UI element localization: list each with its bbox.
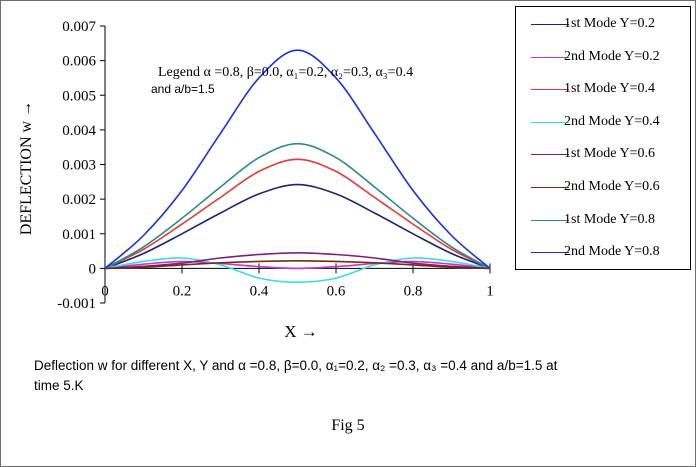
series-line-7 <box>104 142 491 270</box>
x-tick-label: 0.8 <box>404 283 423 299</box>
legend-swatch <box>531 187 569 188</box>
legend-swatch <box>531 219 569 221</box>
series-lines <box>104 49 491 284</box>
y-tick-label: 0.007 <box>62 19 96 35</box>
legend-swatch <box>531 121 569 123</box>
series-line-1 <box>104 183 491 270</box>
legend-label: 2nd Mode Y=0.2 <box>564 48 660 64</box>
series-line-8 <box>104 49 491 270</box>
legend-label: 1st Mode Y=0.4 <box>564 81 655 97</box>
legend-item: 1st Mode Y=0.6 <box>516 145 690 165</box>
figure-label: Fig 5 <box>331 417 365 434</box>
x-tick-label: 0 <box>101 283 109 299</box>
legend-item: 1st Mode Y=0.8 <box>516 211 690 231</box>
legend-item: 1st Mode Y=0.4 <box>516 80 690 100</box>
legend-label: 1st Mode Y=0.8 <box>564 211 655 227</box>
x-tick-label: 0.6 <box>327 283 346 299</box>
caption-line2: time 5.K <box>34 378 84 393</box>
figure-caption: Deflection w for different X, Y and α =0… <box>34 356 654 396</box>
legend-item: 1st Mode Y=0.2 <box>516 15 690 35</box>
caption-line1: Deflection w for different X, Y and α =0… <box>34 358 558 373</box>
legend-label: 2nd Mode Y=0.4 <box>564 113 660 129</box>
legend-item: 2nd Mode Y=0.2 <box>516 48 690 68</box>
tick-labels: -0.001 0 0.001 0.002 0.003 0.004 0.005 0.006 0.0… <box>57 19 494 312</box>
series-line-6 <box>104 259 491 270</box>
legend-item: 2nd Mode Y=0.4 <box>516 113 690 133</box>
chart-annotation-line2: and a/b=1.5 <box>151 82 215 96</box>
series-line-3 <box>104 158 491 270</box>
y-tick-label: 0 <box>89 261 97 277</box>
legend-swatch <box>531 24 569 25</box>
x-axis-label: X → <box>284 322 318 341</box>
legend-item: 2nd Mode Y=0.6 <box>516 178 690 198</box>
x-tick-label: 0.4 <box>250 283 269 299</box>
y-axis-label: DEFLECTION w → <box>18 101 35 235</box>
series-line-5 <box>104 251 491 270</box>
y-tick-label: -0.001 <box>57 296 96 312</box>
legend-swatch <box>531 252 569 254</box>
legend-label: 2nd Mode Y=0.8 <box>564 244 660 260</box>
legend-swatch <box>531 56 569 58</box>
legend-label: 1st Mode Y=0.6 <box>564 146 655 162</box>
legend-swatch <box>531 154 569 156</box>
x-tick-label: 1 <box>486 283 494 299</box>
x-tick-label: 0.2 <box>173 283 192 299</box>
y-tick-label: 0.005 <box>62 88 96 104</box>
legend-item: 2nd Mode Y=0.8 <box>516 243 690 263</box>
legend: 1st Mode Y=0.2 2nd Mode Y=0.2 1st Mode Y=0… <box>515 6 691 270</box>
chart-annotation-line1: Legend α =0.8, β=0.0, α₁=0.2, α₂=0.3, α₃… <box>158 65 413 80</box>
y-tick-label: 0.002 <box>62 192 96 208</box>
series-line-2 <box>104 260 491 270</box>
y-tick-label: 0.003 <box>62 158 96 174</box>
legend-label: 2nd Mode Y=0.6 <box>564 179 660 194</box>
legend-label: 1st Mode Y=0.2 <box>564 16 655 31</box>
series-line-4 <box>104 257 491 284</box>
y-tick-label: 0.001 <box>62 227 96 243</box>
y-tick-label: 0.004 <box>62 123 96 139</box>
legend-swatch <box>531 89 569 91</box>
y-tick-label: 0.006 <box>62 54 96 70</box>
